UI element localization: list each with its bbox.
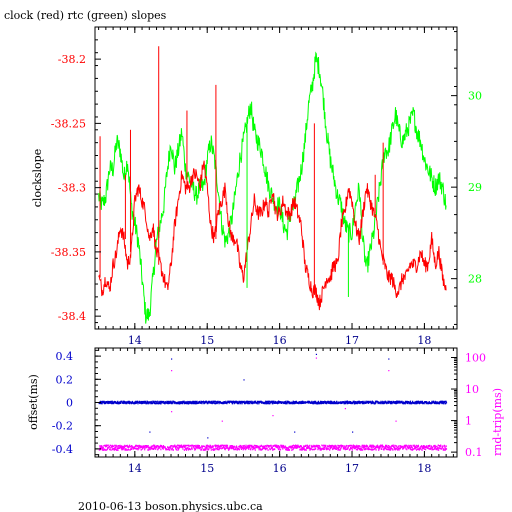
rndtrip-outlier-point — [395, 420, 397, 422]
offset-outlier-point — [352, 431, 354, 433]
rndtrip-outlier-point — [344, 408, 346, 410]
top-x-tick-label: 14 — [128, 334, 142, 347]
top-y2-tick-label: 30 — [468, 90, 482, 103]
top-ylabel: clockslope — [31, 149, 44, 207]
bottom-y-tick-label: 0 — [66, 397, 73, 410]
offset-outlier-point — [171, 358, 173, 360]
rndtrip-outlier-point — [388, 370, 390, 372]
top-y-tick-label: -38.2 — [58, 53, 86, 66]
top-y-tick-label: -38.25 — [51, 117, 86, 130]
bottom-y2-tick-label: 0.1 — [465, 446, 483, 459]
offset-outlier-point — [207, 437, 209, 439]
top-x-tick-label: 17 — [345, 334, 359, 347]
rndtrip-outlier-point — [171, 370, 173, 372]
rndtrip-outlier-point — [171, 411, 173, 413]
bottom-x-tick-label: 17 — [345, 462, 359, 475]
rndtrip-outlier-point — [272, 415, 274, 417]
top-x-tick-label: 16 — [273, 334, 287, 347]
rndtrip-points — [98, 444, 448, 451]
top-x-tick-label: 15 — [200, 334, 214, 347]
offset-points — [98, 400, 448, 405]
top-y-tick-label: -38.3 — [58, 182, 86, 195]
bottom-y-tick-label: 0.4 — [56, 350, 74, 363]
bottom-plot-axes: 14 15 16 17 18 0.4 0.2 0 -0.2 -0.4 100 10 1 0.1 — [52, 347, 486, 475]
top-y-tick-label: -38.35 — [51, 246, 86, 259]
bottom-y2-tick-label: 100 — [465, 351, 486, 364]
bottom-x-tick-label: 15 — [200, 462, 214, 475]
rtc-series-line — [98, 51, 447, 324]
offset-outlier-point — [149, 431, 151, 433]
bottom-y-tick-label: 0.2 — [56, 373, 74, 386]
bottom-ylabel: offset(ms) — [27, 374, 40, 430]
bottom-x-tick-label: 18 — [417, 462, 431, 475]
rndtrip-outlier-point — [315, 357, 318, 359]
bottom-y2-tick-label: 1 — [465, 415, 472, 428]
top-plot-area — [98, 46, 447, 324]
offset-outlier-point — [243, 379, 245, 381]
offset-outlier-point — [315, 353, 318, 355]
top-y2-tick-label: 28 — [468, 273, 482, 286]
bottom-y-tick-label: -0.4 — [52, 443, 73, 456]
offset-outlier-point — [294, 431, 296, 433]
offset-outlier-point — [388, 358, 390, 360]
chart-title: clock (red) rtc (green) slopes — [4, 9, 167, 22]
top-x-tick-label: 18 — [417, 334, 431, 347]
top-plot-axes: 14 15 16 17 18 -38.2 -38.25 -38.3 -38.35 -38.4 30 2… — [51, 27, 482, 347]
top-y-tick-label: -38.4 — [58, 310, 86, 323]
bottom-x-tick-label: 16 — [273, 462, 287, 475]
rndtrip-outlier-point — [221, 420, 223, 422]
bottom-y2label: rnd-trip(ms) — [491, 388, 504, 456]
top-y2-tick-label: 29 — [468, 181, 482, 194]
bottom-x-tick-label: 14 — [128, 462, 142, 475]
footer-text: 2010-06-13 boson.physics.ubc.ca — [78, 500, 263, 512]
bottom-y-tick-label: -0.2 — [52, 420, 73, 433]
clock-series-line — [98, 160, 447, 311]
bottom-y2-tick-label: 10 — [465, 383, 479, 396]
bottom-plot-area — [98, 353, 448, 451]
